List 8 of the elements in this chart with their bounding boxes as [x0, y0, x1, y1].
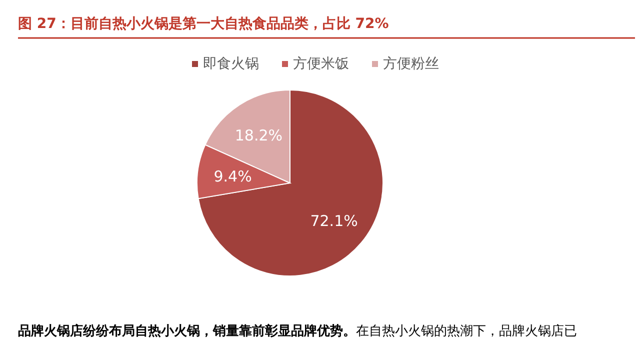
- data-label: 18.2%: [234, 126, 283, 145]
- chart-title: 图 27：目前自热小火锅是第一大自热食品品类，占比 72%: [18, 16, 389, 32]
- data-label: 72.1%: [310, 212, 358, 230]
- data-label: 9.4%: [214, 168, 252, 186]
- legend-label: 即食火锅: [203, 56, 259, 72]
- legend-label: 方便粉丝: [383, 56, 439, 72]
- text: 品牌火锅店纷纷布局自热小火锅，销量靠前彰显品牌优势。在自热小火锅的热潮下，品牌火锅店已: [18, 323, 577, 339]
- legend-label: 方便米饭: [293, 56, 349, 72]
